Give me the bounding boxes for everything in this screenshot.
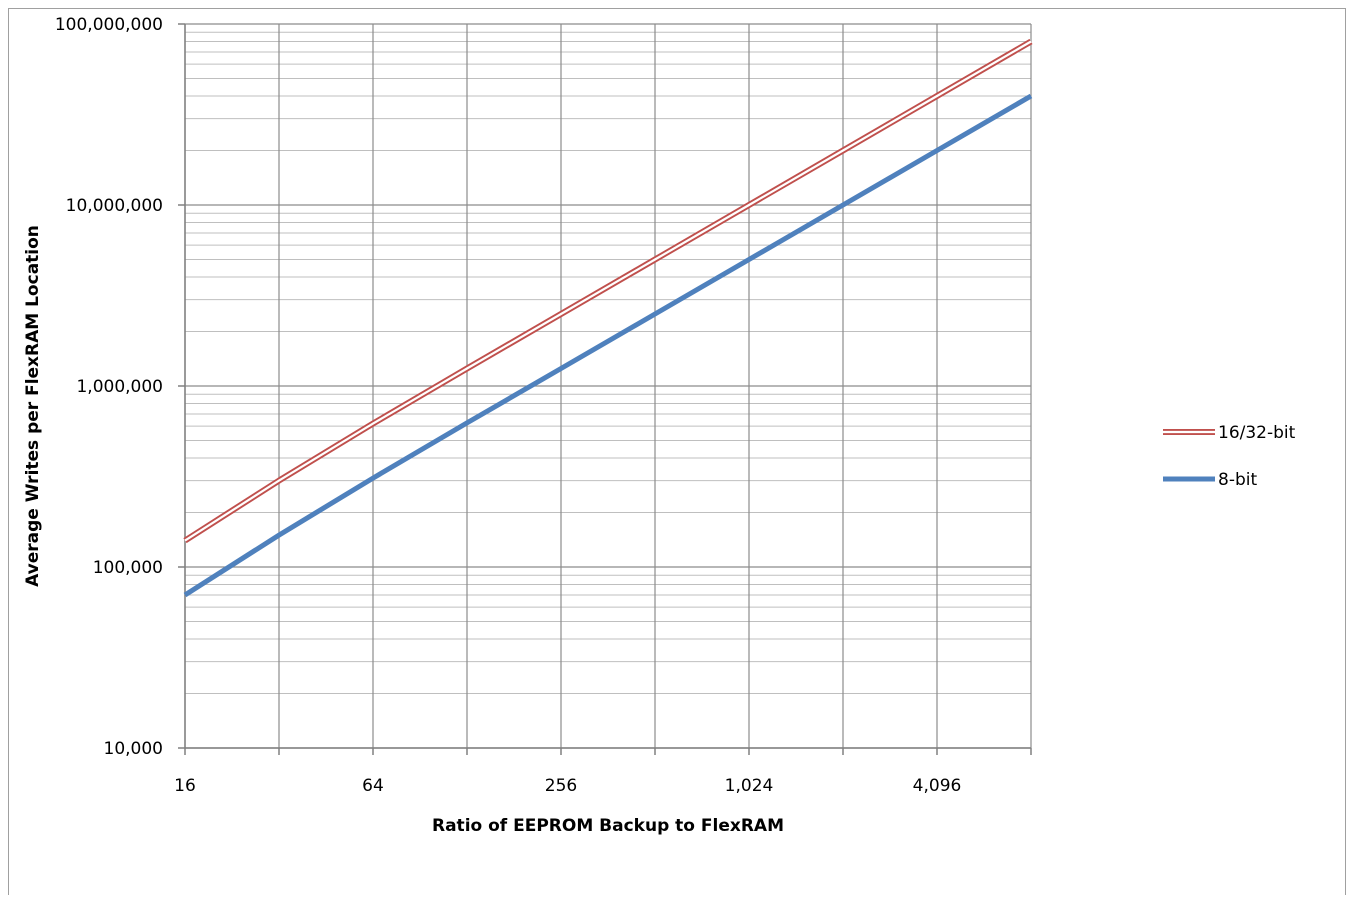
series-line-16-32-bit-inner [184, 40, 1032, 542]
y-tick-label: 10,000,000 [66, 196, 163, 216]
grid [184, 23, 1032, 749]
series-lines [183, 38, 1033, 598]
x-tick-label: 64 [362, 776, 384, 796]
series-line-8-bit [183, 93, 1033, 598]
axes [178, 23, 1032, 755]
x-tick-label: 4,096 [913, 776, 962, 796]
x-tick-label: 1,024 [725, 776, 774, 796]
x-axis-title: Ratio of EEPROM Backup to FlexRAM [432, 816, 784, 836]
tick-labels: 10,000 100,000 1,000,000 10,000,000 100,000,… [55, 15, 961, 796]
y-tick-label: 100,000 [93, 558, 163, 578]
y-tick-label: 100,000,000 [55, 15, 163, 35]
x-tick-label: 16 [174, 776, 196, 796]
y-tick-label: 10,000 [104, 739, 163, 759]
legend: 16/32-bit 8-bit [1163, 423, 1296, 490]
series-line-16-32-bit [183, 38, 1033, 544]
x-tick-label: 256 [545, 776, 577, 796]
legend-label: 8-bit [1218, 470, 1257, 490]
y-tick-label: 1,000,000 [76, 377, 163, 397]
chart-frame [8, 8, 1346, 895]
legend-label: 16/32-bit [1218, 423, 1296, 443]
y-axis-title: Average Writes per FlexRAM Location [23, 225, 43, 587]
